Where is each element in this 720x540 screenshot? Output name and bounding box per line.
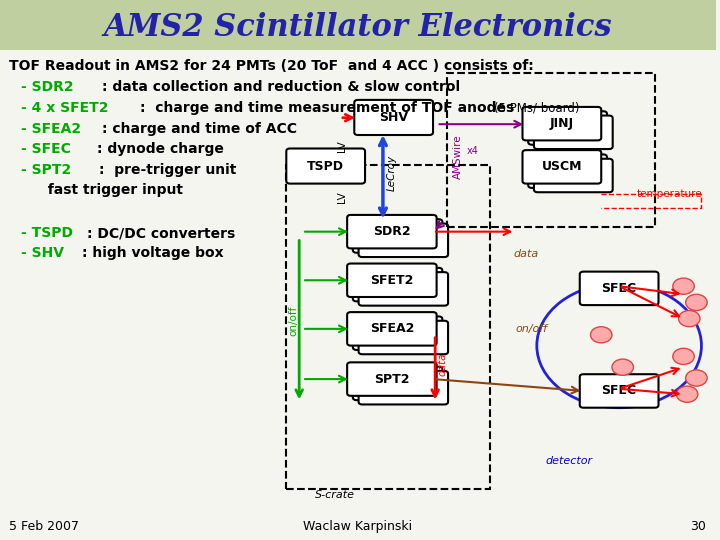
Text: USCM: USCM <box>541 160 582 173</box>
Text: SHV: SHV <box>379 111 408 124</box>
Circle shape <box>672 278 694 294</box>
Circle shape <box>678 310 700 327</box>
Text: TSPD: TSPD <box>307 159 344 173</box>
Text: (5 PMs/ board): (5 PMs/ board) <box>494 102 580 114</box>
Text: SFEC: SFEC <box>602 384 636 397</box>
FancyBboxPatch shape <box>287 148 365 184</box>
Text: - SPT2: - SPT2 <box>22 163 72 177</box>
FancyBboxPatch shape <box>359 371 448 404</box>
Text: : DC/DC converters: : DC/DC converters <box>87 226 235 240</box>
FancyBboxPatch shape <box>359 224 448 257</box>
FancyBboxPatch shape <box>359 321 448 354</box>
FancyBboxPatch shape <box>534 116 613 149</box>
FancyBboxPatch shape <box>347 362 436 396</box>
Text: : dynode charge: : dynode charge <box>96 142 223 156</box>
Circle shape <box>590 327 612 343</box>
FancyBboxPatch shape <box>523 150 601 184</box>
Text: x4: x4 <box>467 146 478 156</box>
Text: - SFEA2: - SFEA2 <box>22 122 81 136</box>
FancyBboxPatch shape <box>359 272 448 306</box>
FancyBboxPatch shape <box>353 367 442 400</box>
Text: SFEC: SFEC <box>602 282 636 295</box>
Text: data: data <box>437 353 447 376</box>
Text: AMS2 Scintillator Electronics: AMS2 Scintillator Electronics <box>104 11 612 43</box>
Text: SFET2: SFET2 <box>370 274 413 287</box>
Circle shape <box>685 370 707 386</box>
FancyBboxPatch shape <box>580 272 659 305</box>
Text: - TSPD: - TSPD <box>22 226 73 240</box>
Text: - 4 x SFET2: - 4 x SFET2 <box>22 101 109 115</box>
Text: 30: 30 <box>690 520 706 533</box>
FancyBboxPatch shape <box>353 219 442 253</box>
Text: : high voltage box: : high voltage box <box>82 246 224 260</box>
Text: detector: detector <box>546 456 593 467</box>
Circle shape <box>685 294 707 310</box>
FancyBboxPatch shape <box>347 215 436 248</box>
FancyBboxPatch shape <box>347 264 436 297</box>
FancyBboxPatch shape <box>347 312 436 346</box>
Text: TOF Readout in AMS2 for 24 PMTs (20 ToF  and 4 ACC ) consists of:: TOF Readout in AMS2 for 24 PMTs (20 ToF … <box>9 59 534 73</box>
Text: S-crate: S-crate <box>315 490 355 501</box>
Text: LV: LV <box>337 140 347 152</box>
FancyBboxPatch shape <box>580 374 659 408</box>
Text: - SFEC: - SFEC <box>22 142 71 156</box>
FancyBboxPatch shape <box>353 268 442 301</box>
Text: AMSwire: AMSwire <box>453 134 463 179</box>
Text: :  pre-trigger unit: : pre-trigger unit <box>99 163 236 177</box>
Text: LeCroy: LeCroy <box>387 155 397 191</box>
Text: temperature: temperature <box>637 190 703 199</box>
Circle shape <box>676 386 698 402</box>
FancyBboxPatch shape <box>534 159 613 192</box>
Text: 5 Feb 2007: 5 Feb 2007 <box>9 520 79 533</box>
Text: SDR2: SDR2 <box>373 225 410 238</box>
Text: data: data <box>514 249 539 259</box>
Text: LV: LV <box>337 191 347 203</box>
FancyBboxPatch shape <box>528 111 607 145</box>
Text: - SHV: - SHV <box>22 246 65 260</box>
Text: : data collection and reduction & slow control: : data collection and reduction & slow c… <box>102 80 461 94</box>
FancyBboxPatch shape <box>354 100 433 135</box>
FancyBboxPatch shape <box>0 0 716 50</box>
Circle shape <box>612 359 634 375</box>
FancyBboxPatch shape <box>523 107 601 140</box>
Text: SPT2: SPT2 <box>374 373 410 386</box>
Text: :  charge and time measurement of TOF anodes: : charge and time measurement of TOF ano… <box>140 101 514 115</box>
Circle shape <box>672 348 694 364</box>
Text: JINJ: JINJ <box>550 117 574 130</box>
Text: : charge and time of ACC: : charge and time of ACC <box>102 122 297 136</box>
Text: fast trigger input: fast trigger input <box>38 183 183 197</box>
FancyBboxPatch shape <box>528 154 607 188</box>
Text: - SDR2: - SDR2 <box>22 80 74 94</box>
Text: on/off: on/off <box>516 325 547 334</box>
Text: Waclaw Karpinski: Waclaw Karpinski <box>303 520 413 533</box>
Text: on/off: on/off <box>289 306 299 336</box>
Text: SFEA2: SFEA2 <box>369 322 414 335</box>
FancyBboxPatch shape <box>353 316 442 350</box>
